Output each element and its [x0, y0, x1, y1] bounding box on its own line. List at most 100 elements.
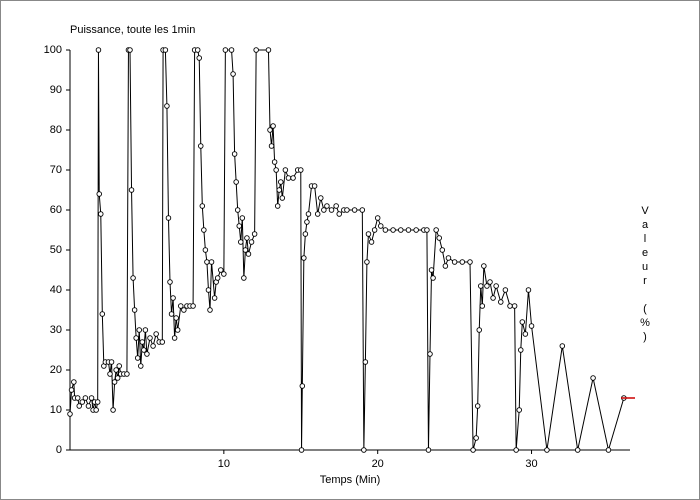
- x-axis-label: Temps (Min): [320, 474, 381, 486]
- data-point: [114, 375, 121, 381]
- data-point: [79, 399, 86, 405]
- data-point: [93, 407, 99, 413]
- data-point: [361, 447, 367, 453]
- data-point: [113, 367, 119, 373]
- x-tick-label: 10: [218, 458, 230, 470]
- data-point: [467, 259, 473, 265]
- data-point: [436, 235, 442, 241]
- data-point: [487, 279, 493, 285]
- data-point: [359, 207, 366, 213]
- data-point: [150, 343, 156, 349]
- y-tick-label: 40: [50, 284, 62, 296]
- data-point: [110, 407, 116, 413]
- data-point: [490, 295, 496, 301]
- data-point: [139, 339, 146, 345]
- data-point: [445, 255, 452, 261]
- data-point: [205, 287, 212, 293]
- data-point: [476, 327, 482, 333]
- data-point: [67, 411, 73, 417]
- data-point: [274, 203, 281, 209]
- data-point: [321, 207, 327, 213]
- data-point: [208, 259, 215, 265]
- data-point: [167, 279, 173, 285]
- data-point: [171, 335, 178, 341]
- data-point: [285, 175, 292, 181]
- y-tick-label: 60: [50, 204, 62, 216]
- data-point: [233, 179, 239, 185]
- y-tick-label: 70: [50, 164, 62, 176]
- data-point: [141, 347, 147, 353]
- data-point: [153, 331, 159, 337]
- y-tick-label: 0: [56, 444, 62, 456]
- y-tick-label: 10: [50, 404, 62, 416]
- data-point: [513, 447, 519, 453]
- data-point: [133, 335, 139, 341]
- data-point: [178, 303, 184, 309]
- data-point: [228, 47, 235, 53]
- data-point: [234, 207, 241, 213]
- data-point: [484, 283, 490, 289]
- data-point: [479, 303, 486, 309]
- data-point: [425, 447, 432, 453]
- data-point: [424, 227, 430, 233]
- data-point: [430, 275, 436, 281]
- y-axis-label: Valeur (%): [639, 205, 651, 345]
- data-point: [474, 403, 481, 409]
- data-point: [427, 351, 433, 357]
- data-point: [413, 227, 419, 233]
- data-point: [268, 143, 275, 149]
- data-point: [98, 211, 104, 217]
- data-point: [298, 447, 305, 453]
- y-tick-label: 80: [50, 124, 62, 136]
- data-point: [238, 239, 244, 245]
- data-point: [298, 167, 304, 173]
- data-point: [168, 311, 175, 317]
- data-point: [398, 227, 404, 233]
- data-point: [528, 323, 535, 329]
- data-point: [144, 351, 150, 357]
- data-point: [502, 287, 509, 293]
- data-point: [107, 371, 113, 377]
- data-point: [433, 227, 439, 233]
- data-point: [116, 363, 122, 369]
- data-point: [173, 315, 179, 321]
- data-point: [265, 47, 272, 53]
- data-point: [333, 203, 339, 209]
- data-point: [147, 335, 153, 341]
- data-point: [314, 211, 321, 217]
- data-point: [174, 327, 181, 333]
- data-point: [111, 379, 118, 385]
- data-point: [214, 275, 221, 281]
- data-point: [181, 307, 187, 313]
- data-point: [108, 359, 115, 365]
- data-point: [305, 211, 312, 217]
- chart-title: Puissance, toute les 1min: [70, 24, 195, 36]
- data-point: [198, 143, 204, 149]
- data-point: [362, 359, 369, 365]
- data-point: [511, 303, 518, 309]
- data-point: [242, 247, 249, 253]
- data-point: [202, 247, 209, 253]
- data-point: [390, 227, 396, 233]
- data-point: [519, 319, 526, 325]
- data-point: [74, 395, 81, 401]
- data-point: [201, 227, 207, 233]
- data-point: [344, 207, 350, 213]
- data-point: [493, 283, 499, 289]
- data-point: [71, 379, 77, 385]
- data-point: [516, 407, 522, 413]
- data-point: [85, 403, 92, 409]
- data-point: [324, 203, 330, 209]
- data-point: [96, 191, 102, 197]
- data-point: [276, 187, 282, 193]
- data-point: [245, 251, 252, 257]
- data-point: [88, 395, 95, 401]
- data-point: [165, 215, 172, 221]
- data-point: [336, 211, 342, 217]
- data-point: [405, 227, 412, 233]
- data-point: [282, 167, 289, 173]
- data-point: [95, 47, 102, 53]
- data-point: [279, 195, 286, 201]
